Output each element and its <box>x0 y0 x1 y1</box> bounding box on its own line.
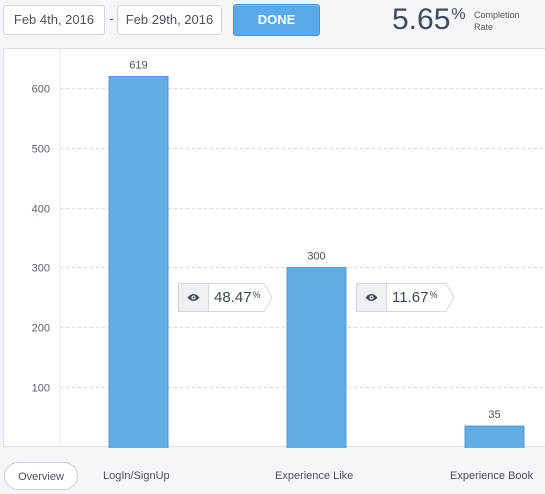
funnel-step-tabs: Overview LogIn/SignUp Experience Like Ex… <box>0 460 545 494</box>
conversion-chip-1: 48.47% <box>178 283 273 312</box>
conversion-rate-number: 11.67 <box>392 289 429 306</box>
y-tick-label: 400 <box>32 204 50 216</box>
conversion-rate-value: 11.67% <box>392 289 437 306</box>
end-date-field[interactable]: Feb 29th, 2016 <box>117 5 222 35</box>
conversion-chip-1-shape <box>178 283 273 312</box>
eye-icon <box>356 283 386 312</box>
y-tick-label: 300 <box>32 263 50 275</box>
tab-experience-book[interactable]: Experience Book <box>450 470 534 482</box>
tab-login-signup[interactable]: LogIn/SignUp <box>103 470 170 482</box>
done-button[interactable]: DONE <box>233 4 320 36</box>
completion-rate-value: 5.65% <box>392 3 466 37</box>
tab-experience-like[interactable]: Experience Like <box>275 470 354 482</box>
completion-rate-label-line1: Completion <box>474 10 520 20</box>
funnel-bar-chart: 100 200 300 400 500 600 619 300 35 <box>32 49 545 448</box>
funnel-chart-panel: 100 200 300 400 500 600 619 300 35 <box>3 48 545 448</box>
bar-value-label: 35 <box>488 409 500 421</box>
conversion-rate-number: 48.47 <box>214 289 252 306</box>
y-tick-label: 600 <box>32 84 50 96</box>
conversion-rate-value: 48.47% <box>214 289 261 306</box>
start-date-field[interactable]: Feb 4th, 2016 <box>3 5 105 35</box>
completion-rate-label: Completion Rate <box>474 9 520 33</box>
conversion-chip-2: 11.67% <box>356 283 455 312</box>
bar-3 <box>464 425 525 448</box>
bar-value-label: 300 <box>307 250 325 262</box>
conversion-chip-2-shape <box>356 283 455 312</box>
conversion-rate-unit: % <box>252 290 261 300</box>
date-range-separator: - <box>109 11 114 26</box>
y-tick-label: 500 <box>32 144 50 156</box>
eye-icon <box>178 283 208 312</box>
bar-2 <box>286 266 347 448</box>
completion-rate-label-line2: Rate <box>474 22 494 32</box>
bar-value-label: 619 <box>129 60 147 72</box>
conversion-rate-unit: % <box>429 290 438 300</box>
tab-overview[interactable]: Overview <box>4 462 78 490</box>
completion-rate-percent-sign: % <box>451 6 466 23</box>
completion-rate-number: 5.65 <box>392 3 451 36</box>
y-tick-label: 100 <box>32 383 50 395</box>
y-tick-label: 200 <box>32 323 50 335</box>
bar-1 <box>108 76 169 448</box>
